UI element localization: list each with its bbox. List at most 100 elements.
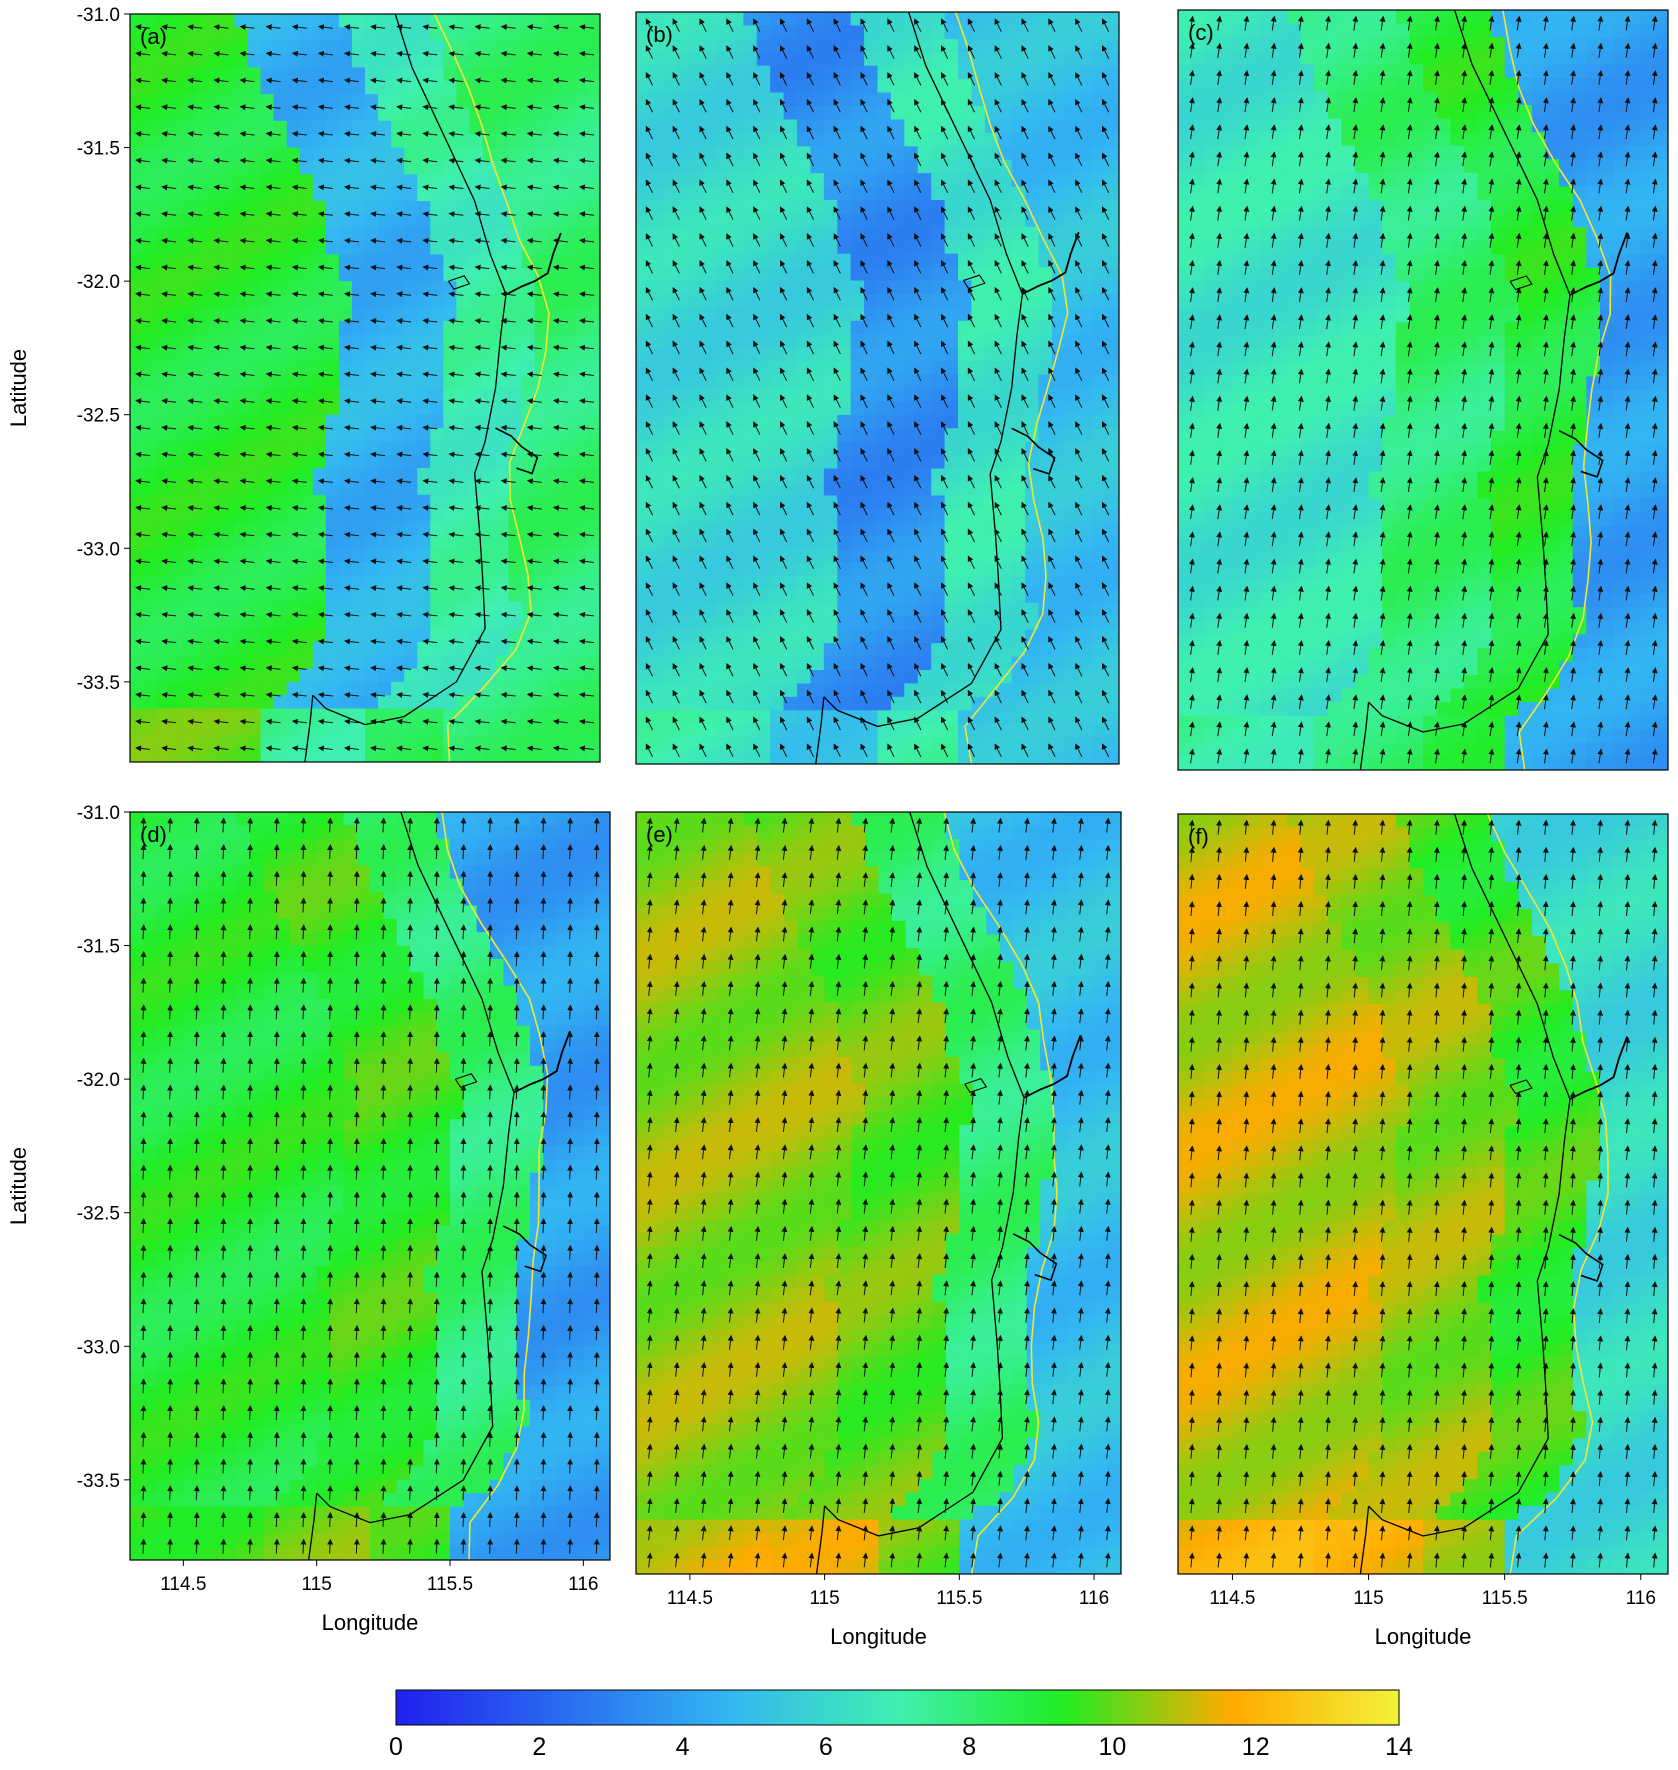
speed-cell — [1038, 79, 1053, 94]
speed-cell — [260, 107, 275, 122]
speed-cell — [234, 708, 249, 723]
speed-cell — [338, 548, 353, 563]
speed-cell — [1078, 132, 1093, 147]
speed-cell — [325, 40, 340, 55]
speed-cell — [850, 508, 865, 523]
speed-cell — [482, 454, 497, 469]
speed-cell — [944, 656, 959, 671]
speed-cell — [998, 482, 1013, 497]
speed-cell — [716, 710, 731, 725]
speed-cell — [662, 159, 677, 174]
wind-arrow — [161, 77, 177, 84]
speed-cell — [703, 750, 718, 764]
speed-cell — [1078, 173, 1093, 188]
speed-cell — [770, 173, 785, 188]
speed-cell — [365, 441, 379, 456]
speed-cell — [917, 401, 932, 416]
speed-cell — [770, 629, 785, 644]
speed-cell — [716, 200, 731, 215]
speed-cell — [482, 374, 497, 389]
speed-cell — [456, 708, 471, 723]
speed-cell — [931, 38, 946, 53]
speed-cell — [1092, 629, 1107, 644]
wind-arrow — [448, 77, 464, 84]
speed-cell — [703, 683, 718, 698]
speed-cell — [391, 40, 405, 55]
speed-cell — [365, 681, 379, 696]
speed-cell — [325, 54, 340, 69]
speed-cell — [508, 27, 523, 42]
speed-cell — [351, 347, 366, 362]
speed-cell — [130, 201, 144, 215]
speed-cell — [234, 241, 249, 256]
speed-cell — [689, 226, 704, 241]
speed-cell — [837, 468, 852, 483]
speed-cell — [365, 481, 379, 496]
speed-cell — [273, 147, 288, 162]
speed-cell — [260, 575, 275, 589]
speed-cell — [984, 414, 999, 429]
speed-cell — [890, 186, 905, 201]
speed-cell — [378, 561, 392, 576]
speed-cell — [417, 267, 431, 282]
speed-cell — [417, 321, 431, 336]
speed-cell — [823, 683, 838, 698]
speed-cell — [797, 92, 812, 107]
speed-cell — [703, 334, 718, 349]
speed-cell — [182, 347, 196, 362]
speed-cell — [286, 681, 301, 696]
speed-cell — [156, 334, 170, 349]
speed-cell — [404, 615, 418, 630]
speed-cell — [273, 40, 288, 55]
speed-cell — [917, 294, 932, 309]
speed-cell — [1078, 401, 1093, 416]
speed-cell — [234, 107, 249, 122]
speed-cell — [130, 735, 144, 750]
speed-cell — [299, 27, 314, 42]
speed-cell — [391, 695, 405, 710]
speed-cell — [221, 601, 236, 616]
speed-cell — [729, 226, 744, 241]
speed-cell — [208, 481, 222, 496]
speed-cell — [208, 414, 222, 429]
speed-cell — [998, 79, 1013, 94]
speed-cell — [299, 534, 314, 549]
speed-cell — [312, 347, 327, 362]
speed-cell — [260, 588, 275, 603]
speed-cell — [662, 334, 677, 349]
speed-cell — [850, 226, 865, 241]
speed-cell — [508, 40, 523, 55]
speed-cell — [560, 588, 575, 603]
speed-cell — [169, 641, 183, 656]
speed-cell — [573, 454, 588, 469]
speed-cell — [917, 643, 932, 658]
speed-cell — [299, 227, 314, 242]
speed-cell — [208, 134, 222, 149]
speed-cell — [547, 80, 562, 95]
speed-cell — [247, 14, 262, 28]
speed-cell — [404, 120, 418, 135]
speed-cell — [1092, 428, 1107, 443]
speed-cell — [676, 92, 691, 107]
wind-arrow — [265, 317, 281, 324]
speed-cell — [689, 307, 704, 322]
speed-cell — [1065, 576, 1080, 591]
speed-cell — [456, 160, 471, 175]
speed-cell — [810, 401, 825, 416]
speed-cell — [325, 254, 340, 269]
speed-cell — [837, 495, 852, 510]
speed-cell — [864, 347, 879, 362]
speed-cell — [1092, 240, 1107, 255]
speed-cell — [850, 696, 865, 711]
wind-arrow — [370, 344, 386, 351]
speed-cell — [547, 94, 562, 109]
speed-cell — [743, 710, 758, 725]
speed-cell — [560, 601, 575, 616]
speed-cell — [456, 548, 471, 563]
speed-cell — [1011, 213, 1026, 228]
speed-cell — [743, 173, 758, 188]
wind-arrow — [187, 371, 203, 378]
speed-cell — [586, 227, 600, 242]
speed-cell — [169, 615, 183, 630]
speed-cell — [495, 254, 510, 269]
